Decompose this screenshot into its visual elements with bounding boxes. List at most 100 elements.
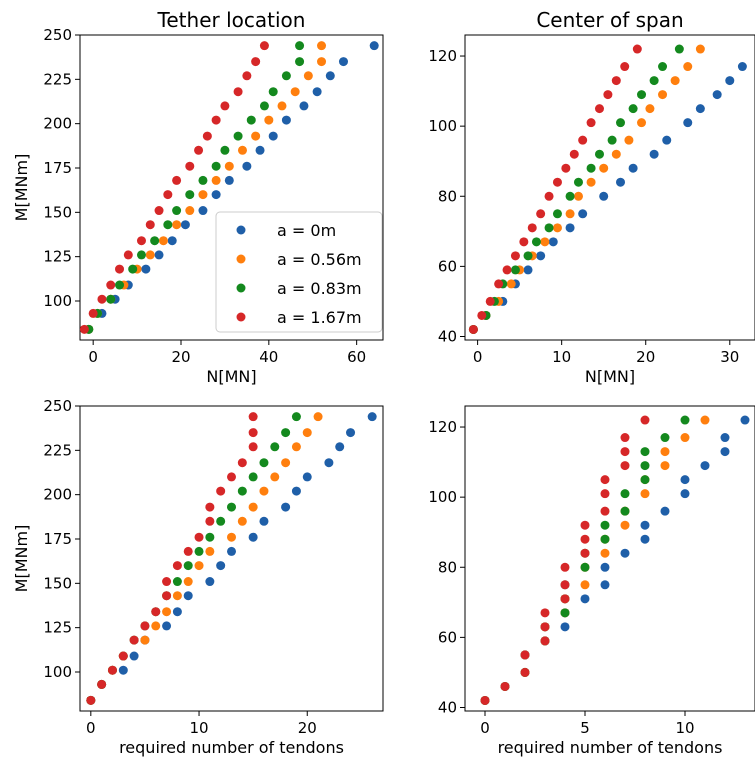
y-tick-label: 150 xyxy=(43,574,72,592)
series-a-0-56m xyxy=(480,415,710,705)
x-tick-label: 40 xyxy=(259,348,278,366)
data-point xyxy=(140,635,150,645)
y-tick-label: 120 xyxy=(428,47,457,65)
series-a-0m xyxy=(480,415,750,705)
data-point xyxy=(600,534,610,544)
data-point xyxy=(312,87,322,97)
data-point xyxy=(259,101,269,111)
data-point xyxy=(573,191,583,201)
data-point xyxy=(183,591,193,601)
data-point xyxy=(600,475,610,485)
y-tick-label: 100 xyxy=(43,663,72,681)
data-point xyxy=(88,308,98,318)
series-a-1-67m xyxy=(79,41,269,334)
data-point xyxy=(544,191,554,201)
data-point xyxy=(670,76,680,86)
x-tick-label: 0 xyxy=(473,348,483,366)
data-point xyxy=(523,251,533,261)
data-point xyxy=(594,149,604,159)
data-point xyxy=(97,679,107,689)
data-point xyxy=(246,115,256,125)
series-a-0-56m xyxy=(86,412,323,705)
data-point xyxy=(510,265,520,275)
data-point xyxy=(211,175,221,185)
data-point xyxy=(140,621,150,631)
data-point xyxy=(712,90,722,100)
data-point xyxy=(616,177,626,187)
data-point xyxy=(79,324,89,334)
data-point xyxy=(255,145,265,155)
data-point xyxy=(295,57,305,67)
data-point xyxy=(611,149,621,159)
data-point xyxy=(620,506,630,516)
legend: a = 0m a = 0.56m a = 0.83m a = 1.67m xyxy=(215,211,383,333)
data-point xyxy=(290,87,300,97)
y-tick-label: 125 xyxy=(43,248,72,266)
y-tick-label: 225 xyxy=(43,441,72,459)
data-point xyxy=(573,177,583,187)
data-point xyxy=(552,209,562,219)
data-point xyxy=(154,250,164,260)
y-tick-label: 120 xyxy=(428,418,457,436)
data-point xyxy=(620,489,630,499)
data-point xyxy=(281,71,291,81)
data-point xyxy=(660,506,670,516)
y-axis-label: M[MNm] xyxy=(12,154,31,222)
data-point xyxy=(599,163,609,173)
legend-marker xyxy=(236,225,246,235)
data-point xyxy=(167,236,177,246)
legend-label: a = 1.67m xyxy=(277,308,362,327)
x-tick-label: 60 xyxy=(347,348,366,366)
data-point xyxy=(136,236,146,246)
data-point xyxy=(183,546,193,556)
data-point xyxy=(740,415,750,425)
data-point xyxy=(680,489,690,499)
data-point xyxy=(237,458,247,468)
data-point xyxy=(599,191,609,201)
data-point xyxy=(600,489,610,499)
legend-marker xyxy=(236,312,246,322)
data-point xyxy=(600,580,610,590)
series-a-1-67m xyxy=(468,44,642,334)
data-point xyxy=(303,71,313,81)
data-point xyxy=(700,461,710,471)
data-point xyxy=(224,175,234,185)
data-point xyxy=(620,461,630,471)
series-a-0-56m xyxy=(468,44,705,334)
data-point xyxy=(369,41,379,51)
data-point xyxy=(611,76,621,86)
data-point xyxy=(544,223,554,233)
data-point xyxy=(660,461,670,471)
data-point xyxy=(346,428,356,438)
data-point xyxy=(97,294,107,304)
data-point xyxy=(172,561,182,571)
data-point xyxy=(194,561,204,571)
data-point xyxy=(251,131,261,141)
data-point xyxy=(662,135,672,145)
axes-frame xyxy=(79,34,384,341)
data-point xyxy=(242,161,252,171)
data-point xyxy=(695,104,705,114)
data-point xyxy=(600,548,610,558)
data-point xyxy=(628,104,638,114)
data-point xyxy=(607,135,617,145)
data-point xyxy=(86,695,96,705)
data-point xyxy=(578,135,588,145)
data-point xyxy=(560,580,570,590)
data-point xyxy=(506,279,516,289)
data-point xyxy=(302,428,312,438)
data-point xyxy=(299,101,309,111)
x-tick-label: 20 xyxy=(298,719,317,737)
data-point xyxy=(185,206,195,216)
data-point xyxy=(335,442,345,452)
data-point xyxy=(520,650,530,660)
data-point xyxy=(531,237,541,247)
data-point xyxy=(637,90,647,100)
data-point xyxy=(172,577,182,587)
x-tick-label: 10 xyxy=(189,719,208,737)
data-point xyxy=(683,62,693,72)
data-point xyxy=(569,149,579,159)
data-point xyxy=(540,608,550,618)
x-tick-label: 0 xyxy=(86,719,96,737)
data-point xyxy=(115,264,125,274)
